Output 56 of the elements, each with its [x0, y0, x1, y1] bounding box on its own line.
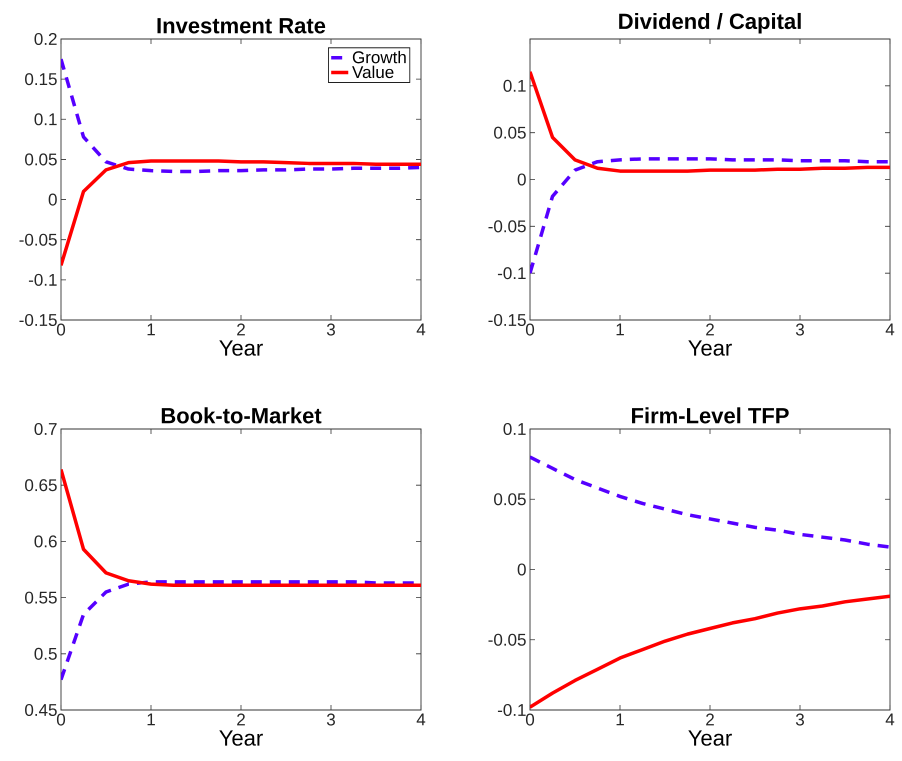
y-tick-label: 0.55 [25, 592, 57, 604]
x-tick-label: 3 [326, 324, 335, 336]
x-tick-label: 4 [886, 324, 894, 336]
x-tick-label: 2 [706, 714, 714, 726]
x-tick-label: 1 [616, 324, 624, 336]
x-tick-label: 4 [416, 324, 426, 336]
x-tick-label: 1 [148, 714, 155, 726]
x-tick-label: 0 [526, 714, 534, 726]
y-tick-label: -0.1 [498, 704, 526, 716]
x-tick-label: 0 [56, 324, 66, 336]
x-tick-label: 3 [326, 714, 335, 726]
x-axis-title: Year [688, 340, 732, 356]
y-tick-label: -0.1 [498, 267, 526, 280]
y-tick-label: -0.15 [488, 314, 526, 326]
x-axis-title: Year [219, 730, 263, 746]
x-axis-title: Year [688, 730, 732, 746]
y-tick-label: 0.15 [25, 73, 57, 86]
line-series [530, 594, 890, 709]
x-tick-label: 3 [796, 714, 804, 726]
x-axis-title: Year [219, 340, 263, 356]
x-tick-label: 0 [56, 714, 66, 726]
chart-title: Investment Rate [158, 18, 326, 34]
x-tick-label: 0 [526, 324, 534, 336]
y-tick-label: 0.1 [504, 80, 526, 92]
legend-label: Value [352, 66, 394, 78]
chart-title: Book-to-Market [162, 407, 322, 424]
chart-title: Dividend / Capital [619, 12, 801, 34]
y-tick-label: 0.65 [25, 479, 57, 492]
y-tick-label: 0.6 [34, 535, 57, 548]
x-tick-label: 2 [237, 324, 245, 336]
y-tick-label: -0.1 [28, 274, 57, 286]
x-tick-label: 4 [416, 714, 426, 726]
y-tick-label: 0.05 [494, 493, 526, 506]
y-tick-label: 0 [518, 563, 526, 576]
x-tick-label: 2 [706, 324, 714, 336]
x-tick-label: 1 [148, 324, 155, 336]
x-tick-label: 3 [796, 324, 804, 336]
y-tick-label: 0.1 [34, 113, 57, 126]
x-tick-label: 1 [616, 714, 624, 726]
y-tick-label: -0.05 [488, 634, 526, 646]
y-tick-label: 0 [48, 194, 57, 206]
y-tick-label: -0.05 [488, 220, 526, 232]
y-tick-label: 0 [518, 173, 526, 186]
legend-label: Growth [352, 50, 406, 64]
chart-title: Firm-Level TFP [632, 407, 789, 424]
y-tick-label: -0.05 [19, 234, 57, 246]
y-tick-label: 0.05 [494, 126, 526, 139]
y-tick-label: 0.05 [25, 153, 57, 166]
y-tick-label: 0.2 [34, 32, 57, 46]
x-tick-label: 2 [237, 714, 245, 726]
y-tick-label: 0.7 [34, 422, 57, 436]
y-tick-label: 0.45 [25, 704, 57, 716]
x-tick-label: 4 [886, 714, 894, 726]
y-tick-label: -0.15 [19, 314, 57, 326]
y-tick-label: 0.5 [34, 648, 57, 660]
y-tick-label: 0.1 [504, 422, 526, 436]
